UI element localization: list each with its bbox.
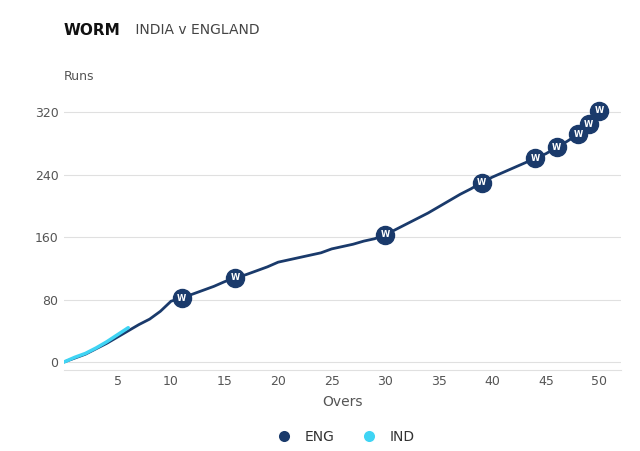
Text: W: W xyxy=(595,106,604,115)
Text: Runs: Runs xyxy=(64,70,95,83)
Text: W: W xyxy=(230,273,240,282)
Text: W: W xyxy=(177,294,186,303)
Text: WORM: WORM xyxy=(64,23,121,37)
Text: W: W xyxy=(477,178,486,187)
Legend: ENG, IND: ENG, IND xyxy=(264,424,420,450)
Text: W: W xyxy=(573,130,582,139)
Text: W: W xyxy=(531,154,540,163)
Text: W: W xyxy=(381,230,390,239)
X-axis label: Overs: Overs xyxy=(322,396,363,410)
Text: W: W xyxy=(584,120,593,129)
Text: INDIA v ENGLAND: INDIA v ENGLAND xyxy=(131,23,260,37)
Text: W: W xyxy=(552,143,561,152)
